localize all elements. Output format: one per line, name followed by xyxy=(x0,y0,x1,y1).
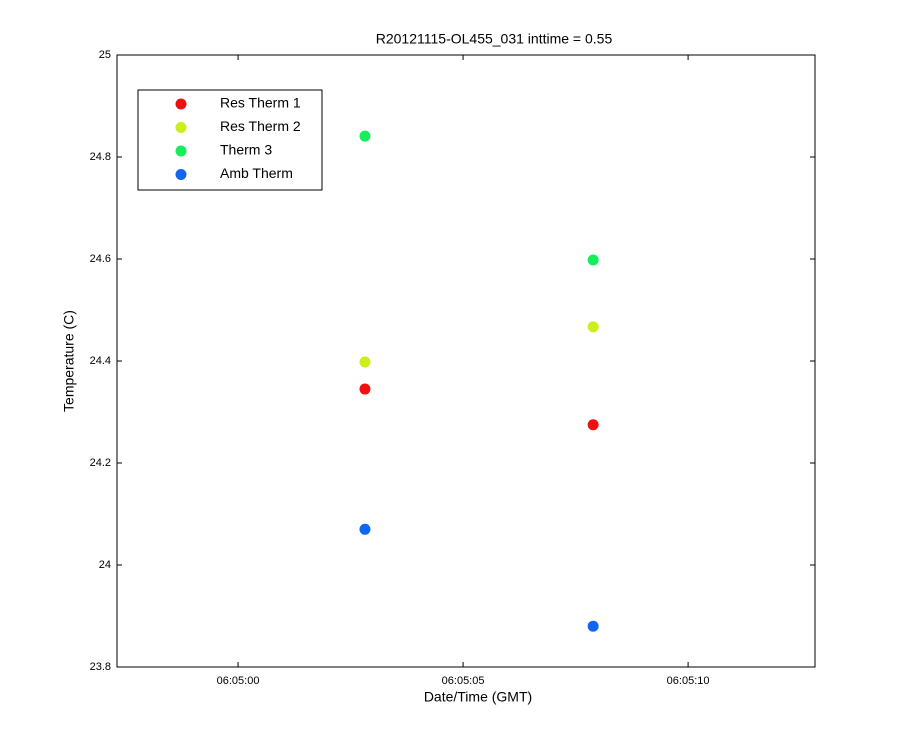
y-tick-label: 24.8 xyxy=(90,151,111,163)
point xyxy=(587,419,599,431)
y-tick-label: 23.8 xyxy=(90,661,111,673)
y-tick-label: 24.4 xyxy=(90,355,111,367)
point xyxy=(587,321,599,333)
y-axis-label: Temperature (C) xyxy=(61,310,77,412)
y-tick-label: 24.6 xyxy=(90,253,111,265)
y-tick-label: 24 xyxy=(99,559,111,571)
legend-box xyxy=(137,89,323,191)
x-axis-label: Date/Time (GMT) xyxy=(424,689,532,705)
chart-title: R20121115-OL455_031 inttime = 0.55 xyxy=(376,31,613,47)
y-tick-label: 24.2 xyxy=(90,457,111,469)
legend-label: Amb Therm xyxy=(220,165,293,181)
point xyxy=(359,356,371,368)
y-tick-label: 25 xyxy=(99,49,111,61)
x-tick-label: 06:05:10 xyxy=(667,675,710,687)
legend-marker xyxy=(175,145,187,157)
point xyxy=(359,523,371,535)
legend-marker xyxy=(175,98,187,110)
x-tick-label: 06:05:00 xyxy=(217,675,260,687)
point xyxy=(587,254,599,266)
point xyxy=(359,383,371,395)
legend-marker xyxy=(175,169,187,180)
point xyxy=(587,620,599,632)
x-tick-label: 06:05:05 xyxy=(442,675,485,687)
legend-marker xyxy=(175,122,187,133)
legend-label: Res Therm 2 xyxy=(220,118,301,134)
legend-label: Res Therm 1 xyxy=(220,95,301,111)
legend-label: Therm 3 xyxy=(220,142,272,158)
point xyxy=(359,130,371,142)
